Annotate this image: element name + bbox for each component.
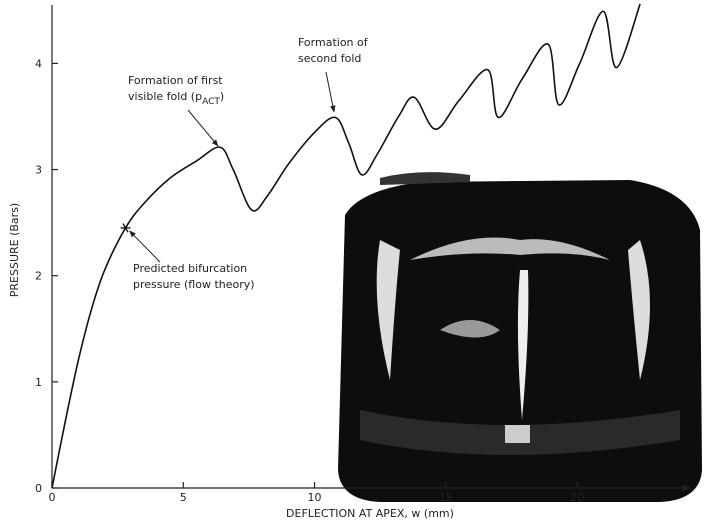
- annotation-line: second fold: [298, 52, 361, 65]
- annotation-line: visible fold (p: [128, 90, 202, 103]
- annotation-arrow: [325, 71, 336, 113]
- annotation-suffix: ): [220, 90, 224, 103]
- annotation-line: Formation of: [298, 36, 369, 49]
- annotation-text: Predicted bifurcation: [133, 262, 247, 275]
- annotation-subscript: ACT: [202, 97, 220, 107]
- y-tick-label: 0: [35, 482, 42, 495]
- x-axis-label: DEFLECTION AT APEX, w (mm): [286, 507, 454, 520]
- marker-stroke: [122, 223, 129, 233]
- x-tick-label: 15: [439, 491, 453, 504]
- x-tick-label: 10: [308, 491, 322, 504]
- annotation-text: Formation of first: [128, 74, 223, 87]
- y-tick-label: 1: [35, 376, 42, 389]
- annotation-line: Predicted bifurcation: [133, 262, 247, 275]
- photo-inset: [338, 172, 702, 502]
- y-tick-label: 3: [35, 164, 42, 177]
- y-tick-label: 4: [35, 57, 42, 70]
- y-axis-label: PRESSURE (Bars): [8, 203, 21, 297]
- bifurcation-marker: [120, 223, 131, 233]
- annotation-arrow: [187, 109, 219, 147]
- annotation-text: pressure (flow theory): [133, 278, 255, 291]
- annotation-text: second fold: [298, 52, 361, 65]
- annotation-line: Formation of first: [128, 74, 223, 87]
- annotation-line: pressure (flow theory): [133, 278, 255, 291]
- annotation-text: Formation of: [298, 36, 369, 49]
- x-tick-label: 5: [180, 491, 187, 504]
- annotation-arrow: [129, 230, 161, 263]
- annotation-text: visible fold (pACT): [128, 90, 224, 107]
- x-tick-label: 0: [49, 491, 56, 504]
- x-tick-label: 20: [570, 491, 584, 504]
- y-tick-label: 2: [35, 270, 42, 283]
